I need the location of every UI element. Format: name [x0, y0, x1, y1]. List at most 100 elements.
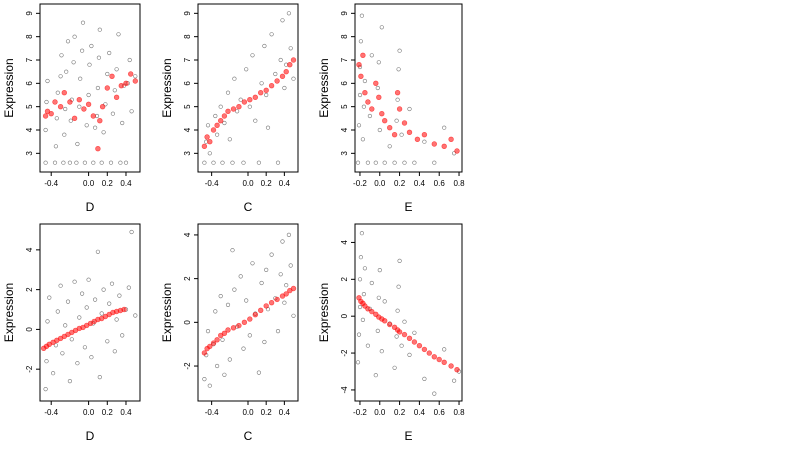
- data-point: [262, 339, 267, 345]
- data-point: [406, 335, 413, 341]
- data-point: [65, 299, 71, 304]
- data-point: [101, 287, 106, 292]
- data-point: [44, 359, 49, 364]
- y-tick-label: 7: [183, 57, 192, 62]
- data-point: [201, 350, 208, 356]
- y-tick-label: 0: [25, 327, 34, 332]
- x-tick-label: 0.8: [453, 408, 465, 417]
- data-point: [394, 334, 399, 339]
- data-point: [432, 160, 437, 165]
- data-point: [215, 132, 220, 137]
- data-point: [283, 291, 289, 297]
- data-point: [227, 357, 232, 362]
- data-point: [278, 272, 283, 277]
- data-point: [357, 92, 363, 98]
- y-tick-label: 5: [183, 104, 192, 109]
- data-point: [256, 160, 262, 165]
- data-point: [218, 117, 224, 124]
- data-point: [44, 99, 49, 105]
- data-point: [259, 81, 264, 86]
- y-tick-label: 4: [340, 127, 349, 132]
- data-point: [42, 113, 49, 119]
- data-point: [454, 367, 460, 373]
- x-tick-label: 0.4: [279, 408, 291, 417]
- data-point: [80, 20, 86, 25]
- data-point: [218, 104, 223, 109]
- data-point: [61, 89, 68, 96]
- data-point: [391, 132, 398, 138]
- data-point: [95, 146, 101, 152]
- data-point: [244, 67, 249, 72]
- data-point: [236, 103, 242, 110]
- observed-series: [355, 13, 457, 165]
- data-point: [357, 277, 363, 282]
- data-point: [397, 48, 402, 53]
- data-point: [89, 43, 94, 49]
- data-point: [252, 312, 259, 318]
- data-point: [86, 277, 91, 282]
- data-point: [360, 317, 366, 323]
- data-point: [288, 46, 293, 51]
- x-tick-label: 0.2: [261, 179, 273, 188]
- data-point: [247, 96, 253, 103]
- data-point: [356, 123, 362, 128]
- data-point: [57, 103, 64, 110]
- data-point: [133, 313, 138, 318]
- data-point: [416, 343, 423, 349]
- data-point: [108, 160, 114, 165]
- data-point: [290, 285, 297, 292]
- scatter-panel: -0.4 0.0 0.2 0.4 -2 0 2 4 D Expression: [2, 223, 141, 443]
- data-point: [441, 359, 447, 365]
- data-point: [290, 57, 297, 63]
- data-point: [387, 144, 392, 149]
- data-point: [52, 99, 58, 105]
- data-point: [407, 352, 412, 358]
- y-tick-label: 6: [25, 81, 34, 86]
- data-point: [77, 104, 82, 109]
- data-point: [126, 285, 131, 290]
- scatter-panel: -0.4 0.0 0.2 0.4 3 4 5 6 7 8 9 C Expression: [160, 3, 299, 214]
- x-tick-label: 0.0: [242, 179, 254, 188]
- data-point: [205, 123, 211, 128]
- data-point: [78, 76, 83, 81]
- data-point: [97, 27, 102, 32]
- data-point: [421, 346, 428, 353]
- data-point: [214, 122, 220, 129]
- data-point: [369, 53, 374, 58]
- data-point: [230, 160, 235, 165]
- data-point: [64, 69, 69, 74]
- data-point: [114, 317, 119, 322]
- data-point: [274, 78, 280, 84]
- data-point: [422, 376, 427, 382]
- data-point: [442, 125, 447, 130]
- data-point: [399, 132, 404, 137]
- data-point: [280, 18, 285, 23]
- data-point: [396, 67, 401, 72]
- data-point: [235, 109, 240, 114]
- data-point: [258, 307, 264, 313]
- data-point: [127, 57, 132, 63]
- y-tick-label: 2: [25, 287, 34, 292]
- scatter-panel: -0.2 0.0 0.2 0.4 0.6 0.8 3 4 5 6 7 8 9 E Expression: [317, 3, 465, 214]
- x-tick-label: 0.0: [374, 408, 386, 417]
- x-tick-label: -0.4: [205, 179, 219, 188]
- data-point: [202, 377, 207, 382]
- data-point: [241, 319, 248, 325]
- data-point: [232, 287, 237, 292]
- data-point: [263, 87, 269, 94]
- data-point: [47, 295, 52, 300]
- y-tick-label: 3: [340, 151, 349, 156]
- data-point: [76, 96, 83, 103]
- y-tick-label: -2: [183, 362, 192, 370]
- data-point: [222, 120, 227, 126]
- data-point: [104, 85, 111, 91]
- data-point: [275, 329, 281, 334]
- data-point: [373, 80, 379, 87]
- data-point: [105, 339, 110, 344]
- y-tick-label: 2: [340, 277, 349, 282]
- y-tick-label: 0: [340, 313, 349, 318]
- data-point: [107, 50, 112, 56]
- data-point: [396, 284, 401, 289]
- data-point: [252, 94, 259, 101]
- data-point: [394, 118, 399, 123]
